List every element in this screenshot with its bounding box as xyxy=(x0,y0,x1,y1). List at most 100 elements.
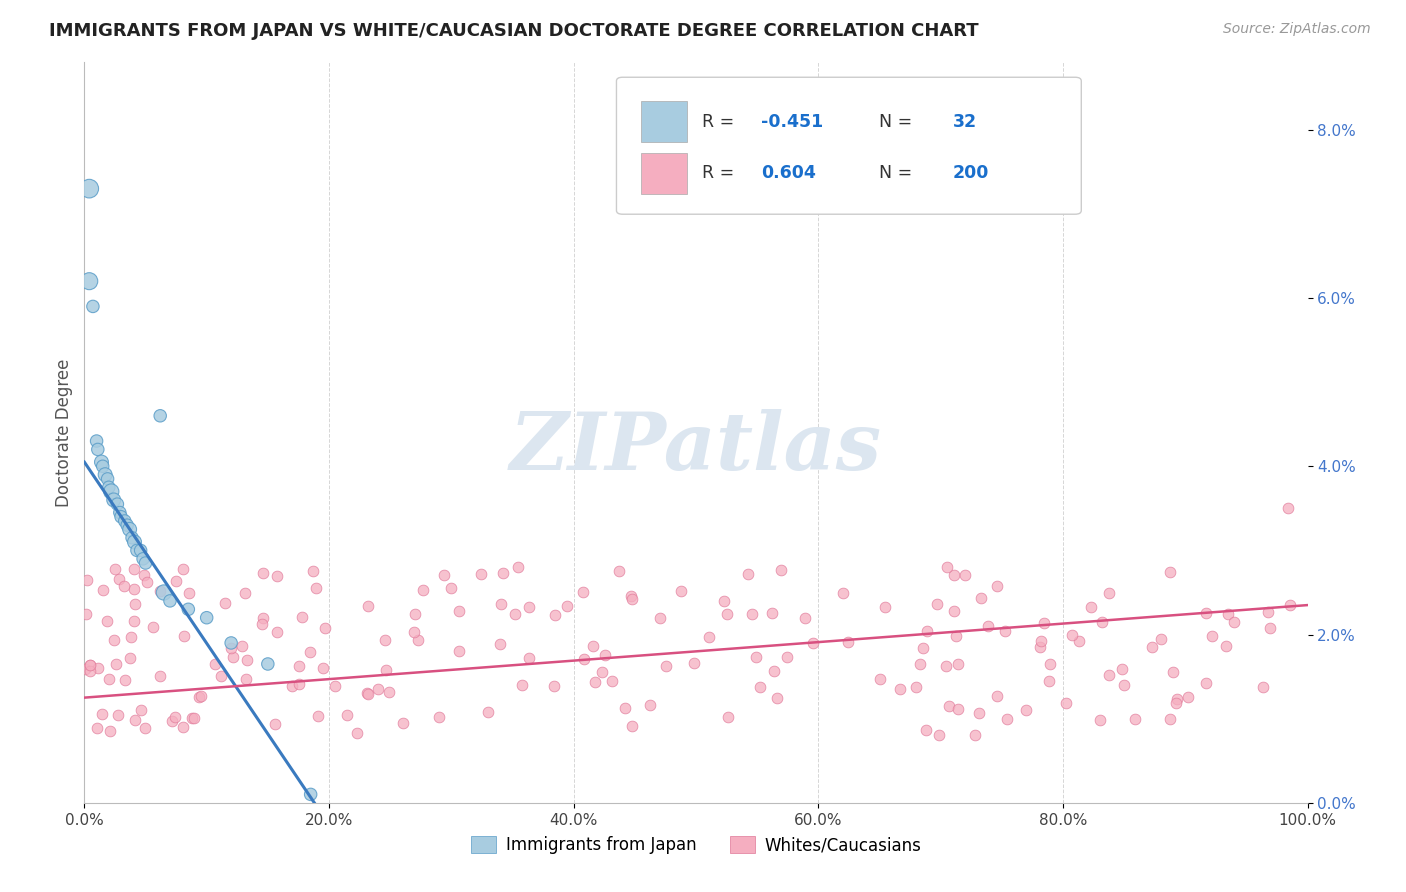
Point xyxy=(222,649,245,664)
Point xyxy=(114,514,136,528)
Point xyxy=(287,677,309,691)
Point xyxy=(195,610,218,624)
Point xyxy=(281,679,304,693)
Point xyxy=(142,620,165,634)
Point xyxy=(1251,680,1274,694)
Point xyxy=(323,679,346,693)
Point xyxy=(1039,657,1062,671)
Point xyxy=(135,556,157,570)
Point xyxy=(90,455,112,469)
Point xyxy=(801,636,824,650)
Point xyxy=(638,698,661,712)
Point xyxy=(219,641,242,656)
Point xyxy=(519,599,541,614)
Point xyxy=(356,686,378,700)
Point xyxy=(699,630,721,644)
FancyBboxPatch shape xyxy=(641,102,688,142)
Point xyxy=(1091,615,1114,629)
Point xyxy=(76,573,98,587)
Point xyxy=(1111,662,1133,676)
Point xyxy=(889,681,911,696)
Point xyxy=(112,578,135,592)
Point xyxy=(105,657,128,671)
Point xyxy=(928,729,950,743)
Text: 32: 32 xyxy=(953,112,977,130)
Point xyxy=(510,678,533,692)
Point xyxy=(346,726,368,740)
Point xyxy=(717,710,740,724)
Point xyxy=(508,560,530,574)
Point xyxy=(614,700,637,714)
Point xyxy=(125,543,148,558)
Point xyxy=(621,592,644,607)
Point xyxy=(252,616,274,631)
Point xyxy=(938,698,960,713)
Point xyxy=(766,690,789,705)
Point xyxy=(762,664,785,678)
Point xyxy=(1123,712,1146,726)
Point xyxy=(607,564,630,578)
Point xyxy=(655,659,678,673)
Point xyxy=(582,640,605,654)
Point xyxy=(572,652,595,666)
Point xyxy=(927,598,949,612)
Point xyxy=(122,582,145,596)
Point xyxy=(517,651,540,665)
Point xyxy=(1159,566,1181,580)
Point xyxy=(492,566,515,581)
Point xyxy=(73,662,96,676)
Point xyxy=(477,705,499,719)
Point xyxy=(571,584,593,599)
Point xyxy=(408,633,430,648)
Point xyxy=(994,624,1017,639)
Point xyxy=(593,648,616,663)
Point xyxy=(955,568,977,582)
Point xyxy=(180,711,202,725)
Point xyxy=(943,604,966,618)
Point xyxy=(97,480,120,494)
Point xyxy=(503,607,526,622)
Point xyxy=(1029,633,1052,648)
Point xyxy=(911,640,934,655)
Point xyxy=(1164,697,1187,711)
Point xyxy=(1088,713,1111,727)
Point xyxy=(1215,639,1237,653)
Point xyxy=(79,664,101,678)
Point xyxy=(357,687,380,701)
Point xyxy=(105,497,128,511)
Point xyxy=(75,607,97,621)
Y-axis label: Doctorate Degree: Doctorate Degree xyxy=(55,359,73,507)
Point xyxy=(737,567,759,582)
Point xyxy=(118,522,141,536)
Point xyxy=(163,710,186,724)
Point xyxy=(917,624,939,638)
Point xyxy=(943,567,966,582)
Point xyxy=(124,562,146,576)
Point xyxy=(965,728,987,742)
Point xyxy=(1032,616,1054,631)
Point xyxy=(77,274,100,288)
Point xyxy=(114,673,136,688)
Point xyxy=(404,607,426,621)
Point xyxy=(1114,678,1136,692)
Point xyxy=(970,591,993,606)
Point xyxy=(1029,640,1052,654)
Text: R =: R = xyxy=(702,164,740,183)
Point xyxy=(761,606,783,620)
Point xyxy=(235,672,257,686)
Point xyxy=(489,637,512,651)
Point xyxy=(120,630,142,644)
Point xyxy=(288,659,311,673)
Point xyxy=(79,657,101,672)
Point xyxy=(135,575,157,590)
Point xyxy=(160,714,183,729)
Point xyxy=(103,632,125,647)
Point xyxy=(946,657,969,671)
Point xyxy=(124,714,146,728)
Point xyxy=(948,701,970,715)
Point xyxy=(936,560,959,574)
Point xyxy=(449,643,471,657)
Point xyxy=(1177,690,1199,704)
Point xyxy=(266,625,288,640)
Point xyxy=(544,607,567,622)
